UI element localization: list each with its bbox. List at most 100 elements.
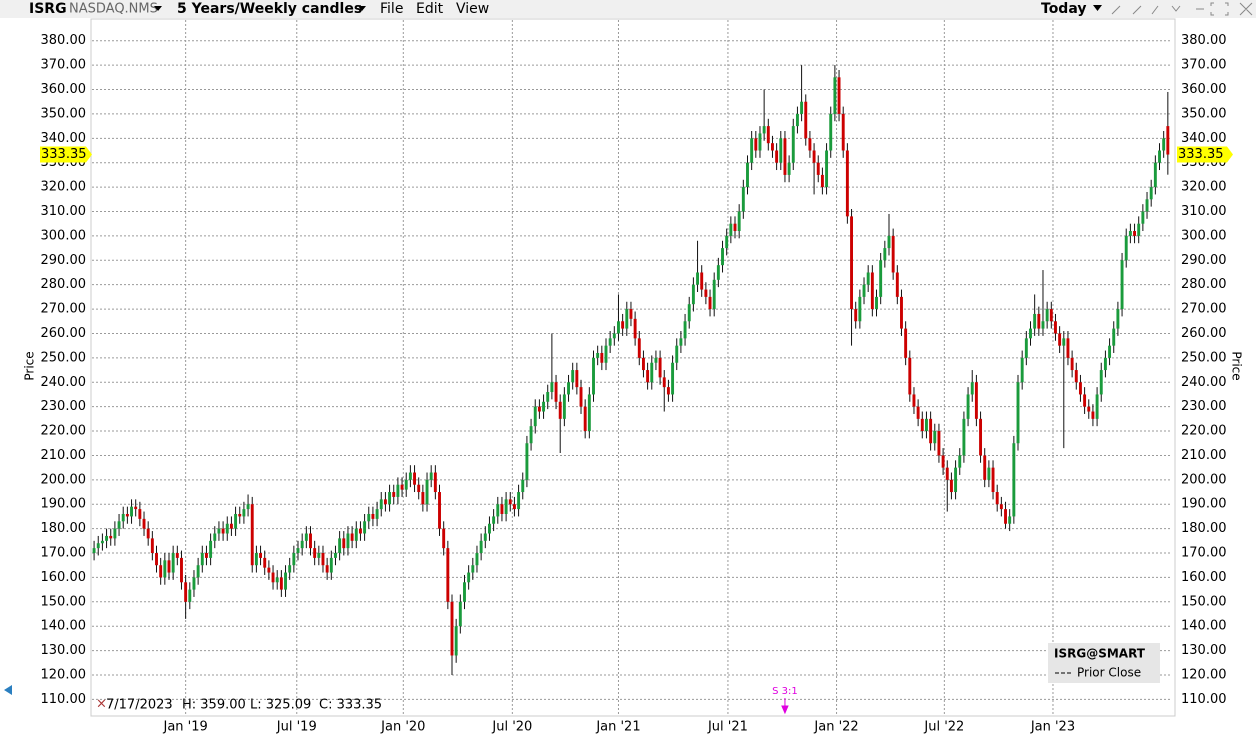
candle-body [1137,223,1141,236]
candle-body [1033,313,1037,329]
candle-body [795,113,799,127]
candle-body [974,382,978,419]
candle-body [200,553,204,566]
candle-body [675,345,679,363]
candle-body [725,235,729,249]
candle-body [184,582,188,602]
candle-body [833,77,837,114]
y-tick-label: 110.00 [1181,692,1227,707]
y-tick-label: 160.00 [41,570,87,585]
candle-body [1112,328,1116,346]
dropdown-arrow[interactable] [1093,5,1102,11]
candle-body [229,523,233,529]
close-mark[interactable]: × [96,697,107,712]
y-tick-label: 280.00 [1181,277,1227,292]
dropdown-arrow[interactable] [154,6,162,11]
y-tick-label: 170.00 [1181,546,1227,561]
candle-body [1133,231,1136,236]
menu-edit[interactable]: Edit [416,1,444,17]
candle-body [371,513,375,519]
candle-body [512,504,516,510]
menu-view[interactable]: View [456,1,489,17]
candle-body [1145,199,1149,212]
candle-body [608,338,612,346]
candle-body [217,528,221,534]
candle-body [254,553,258,566]
candle-body [433,472,437,493]
candle-body [517,492,521,510]
candle-body [404,479,408,490]
y-tick-label: 360.00 [41,82,87,97]
candle-body [729,223,733,236]
x-tick-label: Jul '19 [276,720,317,735]
candle-body [288,565,292,573]
candle-body [363,521,367,534]
candle-body [1045,309,1049,322]
y-tick-label: 290.00 [41,253,87,268]
candle-body [820,174,824,188]
candle-body [775,150,779,163]
candle-body [338,538,342,554]
candle-body [130,506,133,517]
candle-body [367,513,371,522]
candle-body [467,572,471,583]
candle-body [629,309,633,319]
candle-body [221,528,225,534]
exchange[interactable]: NASDAQ.NMS [69,2,158,17]
candle-body [929,418,933,444]
candle-body [425,479,429,505]
candle-body [746,162,749,188]
y-tick-label: 260.00 [41,326,87,341]
candle-body [924,418,928,432]
menu-file[interactable]: File [380,1,403,17]
candle-body [105,535,109,541]
candle-body [383,499,387,505]
candle-body [933,431,937,444]
dropdown-arrow[interactable] [358,6,366,11]
candle-body [346,533,350,549]
candle-body [771,143,774,151]
candle-body [209,540,213,558]
y-tick-label: 250.00 [41,350,87,365]
candle-body [696,272,700,285]
candle-body [192,577,196,590]
candle-body [1141,211,1145,224]
candle-body [196,565,200,578]
candle-body [995,492,999,505]
y-tick-label: 150.00 [41,594,87,609]
period[interactable]: 5 Years/Weekly candles [177,1,362,17]
candle-body [1103,357,1107,371]
price-tag-label: 333.35 [41,147,87,162]
symbol[interactable]: ISRG [29,1,67,17]
split-annotation: S 3:1 [772,686,798,697]
toolbar [0,0,1256,18]
candle-body [592,357,595,395]
candle-body [887,235,891,249]
x-tick-label: Jan '19 [162,720,207,735]
side-icon[interactable] [4,685,12,695]
candle-body [812,150,816,163]
candle-body [658,357,662,378]
candle-body [1108,345,1112,358]
y-tick-label: 230.00 [1181,399,1227,414]
candle-body [150,538,154,554]
candle-body [238,513,242,517]
toolbar-icons[interactable] [1111,2,1253,16]
y-tick-label: 300.00 [1181,228,1227,243]
candle-body [1037,313,1041,329]
candle-body [558,401,562,419]
y-tick-label: 150.00 [1181,594,1227,609]
candle-body [891,235,895,273]
candle-body [358,528,362,534]
candle-body [279,577,283,590]
candle-body [766,126,770,144]
range[interactable]: Today [1041,1,1086,17]
y-tick-label: 130.00 [41,643,87,658]
candle-body [525,443,529,480]
split-marker [781,698,789,715]
candle-body [296,548,300,554]
y-tick-label: 240.00 [1181,375,1227,390]
candle-body [146,528,150,539]
candle-body [400,484,404,490]
